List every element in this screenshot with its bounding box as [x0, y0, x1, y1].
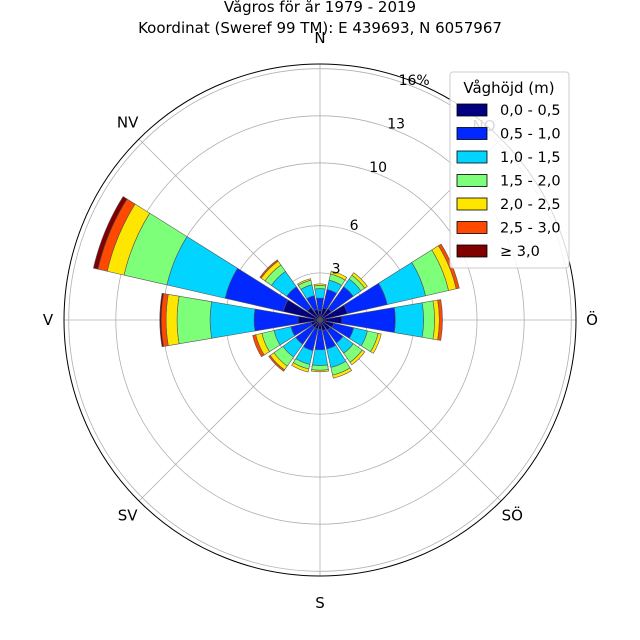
outer-ring — [63, 63, 577, 577]
radial-tick-label: 6 — [350, 218, 359, 234]
bar-segment — [437, 299, 443, 341]
legend-swatch — [456, 127, 488, 140]
bar-segment — [93, 196, 128, 270]
bar-segment — [370, 332, 382, 354]
legend-label: 2,5 - 3,0 — [500, 221, 561, 237]
bar-segment — [159, 292, 164, 348]
bar-segment — [312, 349, 328, 366]
bar-segment — [268, 355, 285, 372]
legend-label: 0,0 - 0,5 — [500, 103, 561, 119]
bar-segment — [297, 278, 312, 286]
bar-segment — [311, 369, 329, 373]
bar-segment — [165, 293, 180, 347]
legend-label: ≥ 3,0 — [500, 244, 540, 260]
radial-tick-label: 3 — [332, 261, 341, 277]
bar-segment — [332, 367, 353, 379]
bar-segment — [393, 302, 424, 338]
radial-tick-label: 10 — [369, 160, 387, 176]
legend-label: 1,0 - 1,5 — [500, 150, 561, 166]
direction-label: SÖ — [502, 505, 523, 524]
bar-segment — [313, 283, 327, 287]
legend-swatch — [456, 103, 488, 117]
direction-label: S — [315, 594, 325, 612]
bar-segment — [259, 259, 279, 279]
legend-swatch — [456, 244, 488, 258]
bar-segment — [437, 243, 460, 290]
legend-title: Våghöjd (m) — [463, 79, 554, 97]
bar-segment — [349, 349, 366, 366]
bar-segment — [209, 301, 256, 339]
chart-title: Vågros för år 1979 - 2019 — [224, 0, 416, 16]
bar-segment — [351, 272, 368, 289]
legend-label: 2,0 - 2,5 — [500, 197, 561, 213]
legend-label: 1,5 - 2,0 — [500, 174, 561, 190]
legend-swatch — [456, 174, 488, 187]
direction-label: N — [314, 29, 325, 47]
legend-swatch — [456, 197, 488, 211]
bar-segment — [314, 288, 326, 299]
bar-segment — [291, 362, 310, 373]
direction-label: Ö — [586, 310, 598, 329]
bar-segment — [311, 364, 329, 371]
legend-swatch — [456, 221, 488, 234]
legend-swatch — [456, 150, 488, 164]
radial-tick-label: 13 — [387, 116, 405, 132]
bar-segment — [176, 295, 212, 345]
legend-label: 0,5 - 1,0 — [500, 127, 561, 143]
chart-subtitle: Koordinat (Sweref 99 TM): E 439693, N 60… — [138, 19, 502, 37]
stacked-bars — [93, 196, 460, 379]
legend: Våghöjd (m) 0,0 - 0,5 0,5 - 1,0 1,0 - 1,5 1… — [449, 71, 570, 269]
bar-segment — [252, 334, 265, 358]
bar-segment — [330, 270, 348, 281]
bar-segment — [421, 300, 435, 340]
radial-tick-label: 16% — [399, 73, 430, 89]
direction-label: V — [43, 311, 54, 329]
direction-label: NV — [117, 114, 139, 132]
legend-frame — [449, 71, 570, 269]
direction-label: SV — [118, 506, 139, 524]
